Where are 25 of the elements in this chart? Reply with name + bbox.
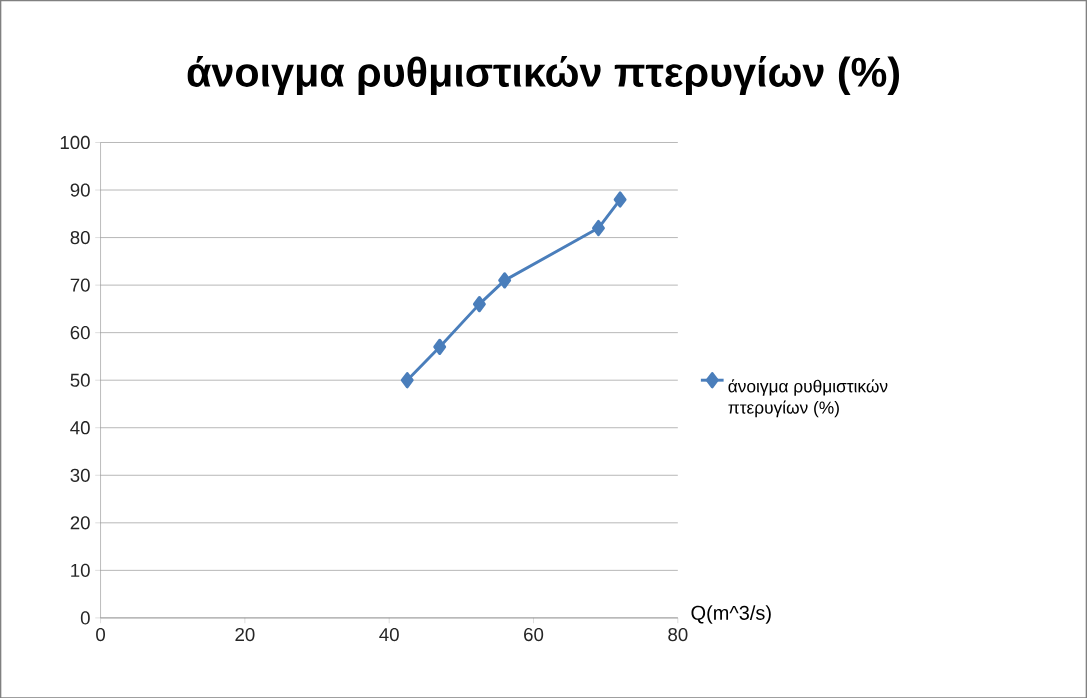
point — [613, 191, 627, 208]
y-tick-label: 70 — [70, 278, 90, 292]
x-tick-label: 40 — [379, 627, 399, 641]
y-tick-label: 100 — [60, 135, 90, 149]
y-tick-label: 60 — [70, 325, 90, 340]
y-tick-label: 40 — [70, 420, 90, 435]
y-tick-label: 0 — [80, 611, 90, 625]
y-tick-label: 80 — [70, 230, 90, 244]
x-tick-label: 20 — [235, 627, 255, 641]
chart-title: άνοιγμα ρυθμιστικών πτερυγίων (%) — [187, 55, 899, 95]
point — [433, 338, 447, 355]
x-tick-label: 0 — [96, 627, 106, 641]
point — [498, 271, 512, 289]
x-axis-title: Q(m^3/s) — [691, 605, 771, 624]
y-tick-label: 10 — [71, 563, 90, 577]
point — [592, 219, 605, 236]
y-tick-label: 20 — [70, 515, 90, 530]
x-tick-label: 60 — [524, 627, 544, 641]
point — [400, 371, 414, 389]
y-tick-label: 90 — [70, 183, 90, 197]
x-tick-label: 80 — [668, 627, 688, 641]
point — [472, 295, 486, 313]
y-tick-label: 50 — [70, 373, 90, 387]
legend-label: άνοιγμα ρυθμιστικών πτερυγίων (%) — [728, 378, 888, 417]
y-tick-label: 30 — [70, 468, 90, 482]
